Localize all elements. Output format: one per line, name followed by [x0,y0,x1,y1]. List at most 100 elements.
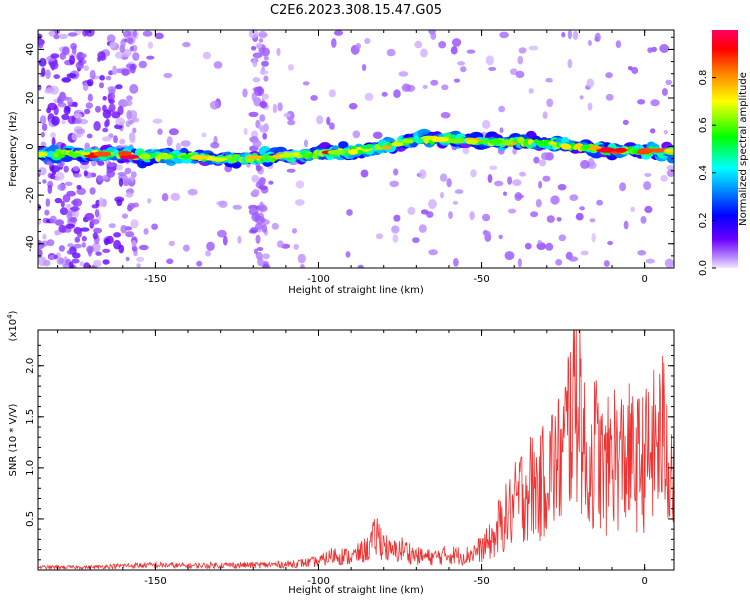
heatmap-cell [57,183,66,191]
colorbar-gradient [712,30,738,268]
heatmap-cell [528,45,539,51]
heatmap-cell [348,102,358,110]
colorbar-tick-label: 0.0 [698,260,709,276]
heatmap-cell [488,66,497,71]
heatmap-cell [294,199,305,206]
heatmap-cell [261,60,269,67]
heatmap-cell [664,258,674,268]
heatmap-cell [129,84,139,94]
heatmap-cell [427,199,437,210]
heatmap-cell [67,152,82,158]
heatmap-cell [392,234,399,243]
heatmap-cell [210,100,220,110]
heatmap-cell [125,256,130,262]
heatmap-cell [391,225,400,234]
heatmap-cell [59,207,69,216]
x-tick-label: -100 [307,274,330,285]
heatmap-cell [139,153,151,160]
heatmap-cell [557,184,567,191]
heatmap-cell [338,141,349,150]
heatmap-x-axis-label: Height of straight line (km) [288,285,424,296]
heatmap-cell [120,224,127,234]
colorbar-label: Normalized spectral amplitude [738,72,749,226]
chart-title: C2E6.2023.308.15.47.G05 [270,3,442,18]
heatmap-cell [102,96,107,101]
heatmap-cell [372,131,383,139]
heatmap-cell [346,209,353,216]
heatmap-cell [637,250,647,256]
heatmap-cell [72,101,78,108]
heatmap-cell [128,119,134,125]
heatmap-cell [545,242,554,251]
snr-line [38,330,674,570]
heatmap-cell [276,240,284,248]
heatmap-cell [85,102,93,109]
heatmap-cell [136,263,141,268]
heatmap-cell [580,159,590,169]
heatmap-cell [53,74,60,79]
heatmap-cell [209,157,228,162]
heatmap-cell [637,99,646,105]
heatmap-cell [104,120,109,128]
colorbar-tick-label: 0.6 [698,117,709,133]
heatmap-cell [142,30,153,37]
heatmap-cell [327,149,346,155]
heatmap-cell [470,169,477,178]
heatmap-cell [398,71,409,77]
heatmap-cell [62,263,70,268]
heatmap-cell [45,198,50,207]
heatmap-cell [428,249,438,256]
heatmap-cell [286,168,296,173]
heatmap-cell [138,244,149,251]
x-tick-label: -50 [473,576,489,587]
heatmap-cell [254,86,265,97]
heatmap-cell [106,168,116,178]
heatmap-cell [452,38,462,47]
heatmap-cell [232,204,242,210]
heatmap-cell [258,177,266,184]
heatmap-cell [217,229,227,238]
heatmap-cell [66,73,77,79]
heatmap-cell [555,259,563,266]
heatmap-cell [69,55,76,65]
heatmap-cell [107,162,116,168]
heatmap-cell [452,200,459,205]
heatmap-cell [364,92,374,101]
heatmap-cell [72,252,81,259]
heatmap-cell [263,75,269,82]
y-tick-label: 0 [25,143,36,149]
heatmap-y-axis-label: Frequency (Hz) [8,111,19,187]
heatmap-cell [51,137,56,147]
heatmap-cell [545,77,553,83]
heatmap-cell [76,187,86,195]
heatmap-cell [644,173,652,177]
heatmap-cell [260,47,270,57]
heatmap-cell [561,31,566,38]
heatmap-cell [132,30,137,38]
y-tick-label: 1.0 [25,460,36,476]
heatmap-cell [660,175,668,182]
heatmap-cell [237,235,242,244]
heatmap-cell [90,218,100,225]
heatmap-cell [283,112,291,118]
y-tick-label: 0.5 [25,511,36,527]
heatmap-cell [54,219,64,226]
heatmap-cell [460,66,467,73]
colorbar-tick-label: 0.8 [698,70,709,86]
heatmap-cell [648,148,668,153]
heatmap-cell [256,247,264,251]
heatmap-cell [117,172,127,176]
heatmap-cell [170,192,181,201]
heatmap-cell [63,105,71,115]
heatmap-cell [210,141,220,149]
heatmap-cell [154,32,164,40]
heatmap-cell [361,64,367,71]
heatmap-cell [68,261,74,268]
heatmap-cell [665,79,672,86]
heatmap-cell [114,196,125,203]
heatmap-cell [79,261,85,267]
heatmap-cell [114,51,124,59]
heatmap-cell [86,215,92,221]
heatmap-cell [151,223,159,230]
heatmap-cell [278,153,295,158]
